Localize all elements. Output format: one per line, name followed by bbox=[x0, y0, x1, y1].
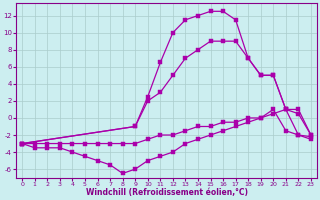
X-axis label: Windchill (Refroidissement éolien,°C): Windchill (Refroidissement éolien,°C) bbox=[85, 188, 248, 197]
